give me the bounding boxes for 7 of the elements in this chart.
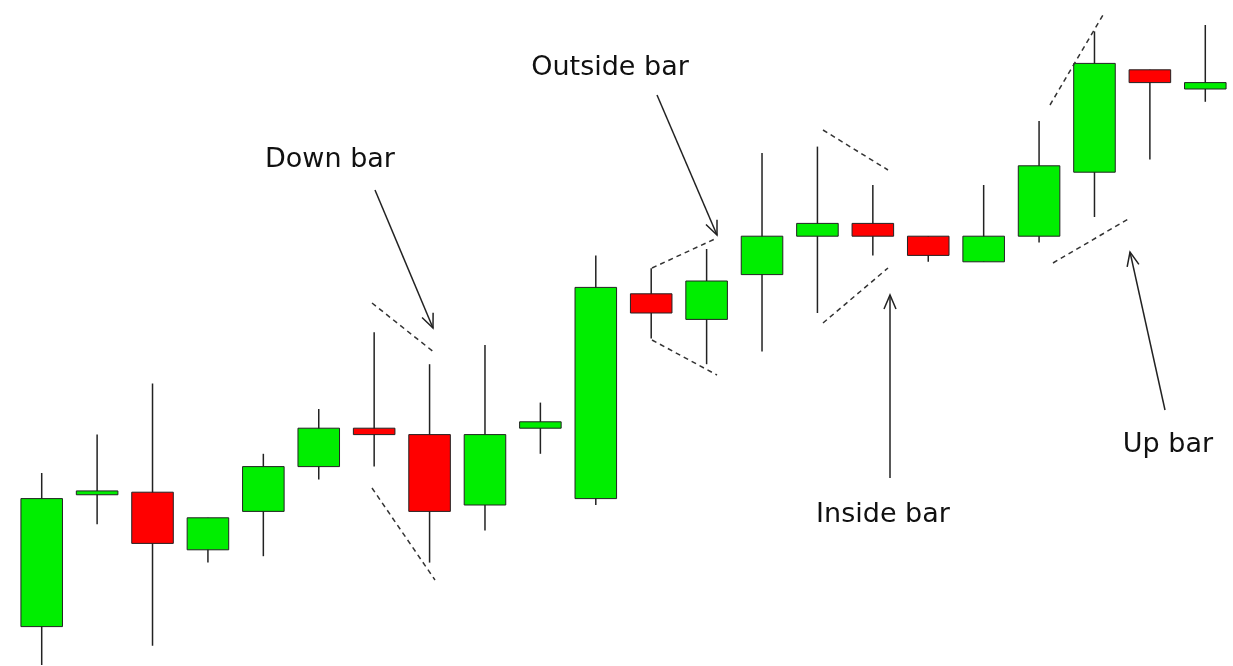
annotation: Outside bar [531, 49, 689, 81]
annotation: Up bar [1122, 426, 1214, 458]
candlestick [796, 145, 839, 314]
candlestick [1128, 69, 1172, 161]
annotation: Down bar [265, 141, 395, 173]
annotation: Inside bar [816, 496, 950, 528]
candlestick [519, 401, 562, 455]
